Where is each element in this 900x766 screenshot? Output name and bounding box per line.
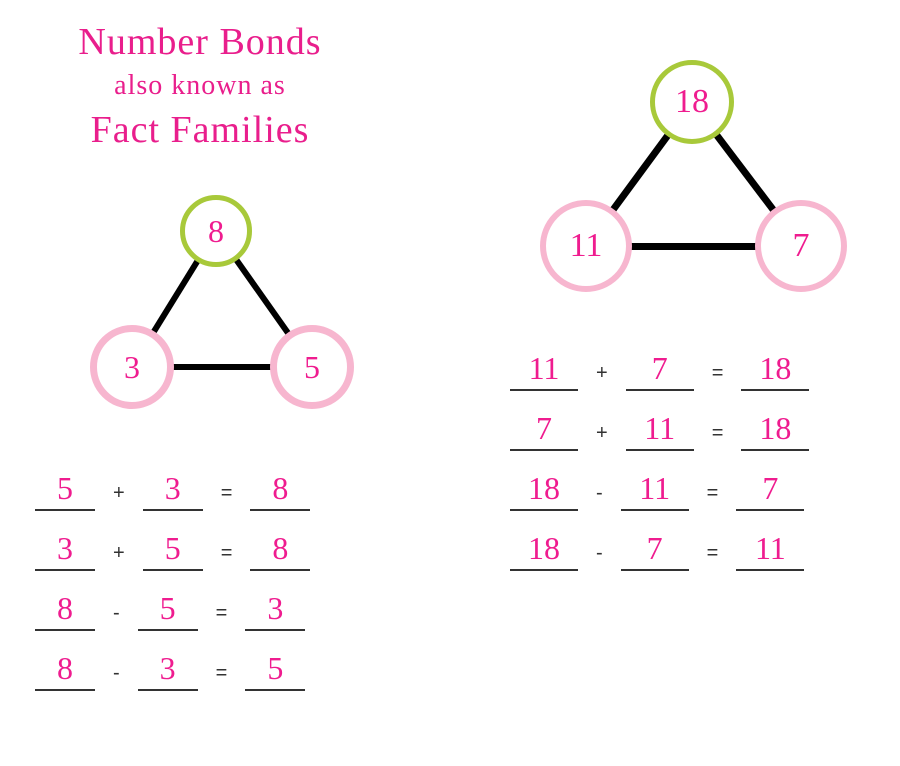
bond-value: 11 <box>570 227 603 265</box>
equation-value: 18 <box>510 530 578 571</box>
title-block: Number Bonds also known as Fact Families <box>30 20 370 152</box>
equation-operator: + <box>105 482 133 505</box>
equation-value: 7 <box>621 530 689 571</box>
equation-value: 7 <box>510 410 578 451</box>
equation-value: 3 <box>138 650 198 691</box>
equation-operator: = <box>213 482 241 505</box>
title-line-1: Number Bonds <box>30 20 370 64</box>
bond-value: 8 <box>208 213 224 250</box>
equation-operator: = <box>208 662 236 685</box>
right-equations: 11+7=187+11=1818-11=718-7=11 <box>510 350 819 590</box>
bond-circle: 3 <box>90 325 174 409</box>
equation-operator: = <box>213 542 241 565</box>
equation-operator: + <box>588 422 616 445</box>
equation-operator: + <box>588 362 616 385</box>
equation-value: 3 <box>245 590 305 631</box>
equation-row: 8-3 = 5 <box>35 650 320 692</box>
equation-value: 11 <box>621 470 689 511</box>
equation-value: 5 <box>138 590 198 631</box>
equation-row: 18-7 = 11 <box>510 530 819 572</box>
equation-value: 8 <box>35 650 95 691</box>
title-line-2: also known as <box>30 70 370 102</box>
equation-row: 11 +7 = 18 <box>510 350 819 392</box>
equation-row: 5 +3 = 8 <box>35 470 320 512</box>
equation-value: 11 <box>736 530 804 571</box>
equation-value: 3 <box>143 470 203 511</box>
equation-operator: = <box>208 602 236 625</box>
equation-value: 7 <box>626 350 694 391</box>
equation-value: 18 <box>741 410 809 451</box>
left-equations: 5+3=83+5=88-5=38-3=5 <box>35 470 320 710</box>
equation-value: 8 <box>35 590 95 631</box>
bond-circle: 7 <box>755 200 847 292</box>
bond-circle: 11 <box>540 200 632 292</box>
bond-circle: 5 <box>270 325 354 409</box>
equation-operator: = <box>704 422 732 445</box>
bond-value: 3 <box>124 349 140 386</box>
equation-operator: + <box>105 542 133 565</box>
bond-circle: 18 <box>650 60 734 144</box>
equation-operator: = <box>699 542 727 565</box>
bond-value: 5 <box>304 349 320 386</box>
equation-row: 7 +11 = 18 <box>510 410 819 452</box>
equation-operator: - <box>105 602 128 625</box>
bond-value: 18 <box>675 83 709 121</box>
equation-row: 18-11 = 7 <box>510 470 819 512</box>
equation-value: 18 <box>510 470 578 511</box>
equation-value: 8 <box>250 530 310 571</box>
equation-row: 8-5 = 3 <box>35 590 320 632</box>
equation-value: 18 <box>741 350 809 391</box>
equation-value: 5 <box>245 650 305 691</box>
bond-value: 7 <box>793 227 810 265</box>
equation-operator: = <box>704 362 732 385</box>
equation-operator: - <box>588 542 611 565</box>
title-line-3: Fact Families <box>30 108 370 152</box>
equation-operator: - <box>588 482 611 505</box>
equation-value: 8 <box>250 470 310 511</box>
equation-value: 5 <box>35 470 95 511</box>
equation-row: 3 +5 = 8 <box>35 530 320 572</box>
equation-operator: - <box>105 662 128 685</box>
equation-operator: = <box>699 482 727 505</box>
equation-value: 5 <box>143 530 203 571</box>
equation-value: 7 <box>736 470 804 511</box>
bond-circle: 8 <box>180 195 252 267</box>
equation-value: 11 <box>626 410 694 451</box>
equation-value: 3 <box>35 530 95 571</box>
equation-value: 11 <box>510 350 578 391</box>
